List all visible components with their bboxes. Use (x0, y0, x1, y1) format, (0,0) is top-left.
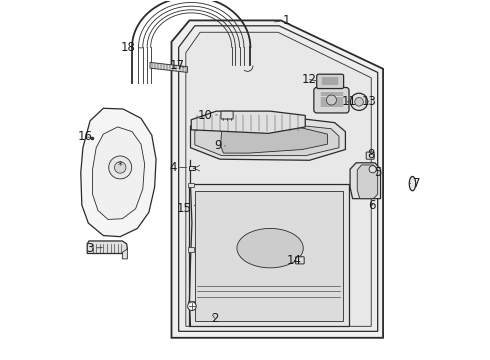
Text: 13: 13 (361, 95, 376, 108)
Circle shape (115, 162, 126, 173)
Circle shape (355, 98, 364, 106)
Circle shape (350, 93, 368, 111)
Bar (188, 183, 194, 187)
Polygon shape (191, 116, 345, 160)
Ellipse shape (409, 176, 416, 191)
FancyBboxPatch shape (317, 74, 343, 89)
Bar (188, 301, 194, 306)
FancyBboxPatch shape (295, 257, 304, 264)
Polygon shape (122, 249, 127, 259)
Polygon shape (357, 165, 378, 199)
Polygon shape (195, 191, 343, 320)
Circle shape (326, 95, 337, 105)
Polygon shape (150, 62, 188, 72)
Polygon shape (191, 111, 305, 134)
FancyBboxPatch shape (366, 152, 374, 159)
Text: 10: 10 (198, 109, 217, 122)
FancyBboxPatch shape (189, 166, 195, 170)
Circle shape (109, 156, 132, 179)
Polygon shape (195, 123, 339, 156)
Text: 16: 16 (78, 130, 93, 144)
Polygon shape (87, 241, 127, 253)
Bar (188, 247, 194, 252)
Text: 3: 3 (86, 242, 102, 255)
Polygon shape (350, 163, 381, 199)
Polygon shape (186, 32, 371, 326)
Text: 15: 15 (176, 202, 196, 215)
Polygon shape (190, 184, 349, 326)
Text: 6: 6 (368, 199, 376, 212)
Text: 9: 9 (214, 139, 225, 152)
Text: 1: 1 (275, 14, 290, 27)
Polygon shape (220, 125, 327, 153)
Text: 17: 17 (170, 59, 184, 72)
Text: 7: 7 (410, 177, 421, 190)
Ellipse shape (237, 228, 303, 268)
Polygon shape (179, 26, 378, 331)
FancyBboxPatch shape (221, 111, 233, 119)
Polygon shape (172, 21, 383, 338)
Text: 11: 11 (342, 95, 357, 108)
Circle shape (188, 302, 196, 311)
Text: 12: 12 (302, 73, 317, 86)
Text: 2: 2 (211, 311, 218, 325)
Circle shape (369, 166, 376, 173)
FancyBboxPatch shape (314, 87, 349, 113)
Text: 18: 18 (121, 41, 143, 54)
Text: 4: 4 (170, 161, 187, 174)
Text: 14: 14 (287, 254, 302, 267)
Polygon shape (81, 108, 156, 237)
Polygon shape (93, 127, 145, 220)
Text: 8: 8 (367, 148, 374, 161)
Text: 5: 5 (374, 166, 381, 179)
Text: *: * (118, 161, 122, 171)
